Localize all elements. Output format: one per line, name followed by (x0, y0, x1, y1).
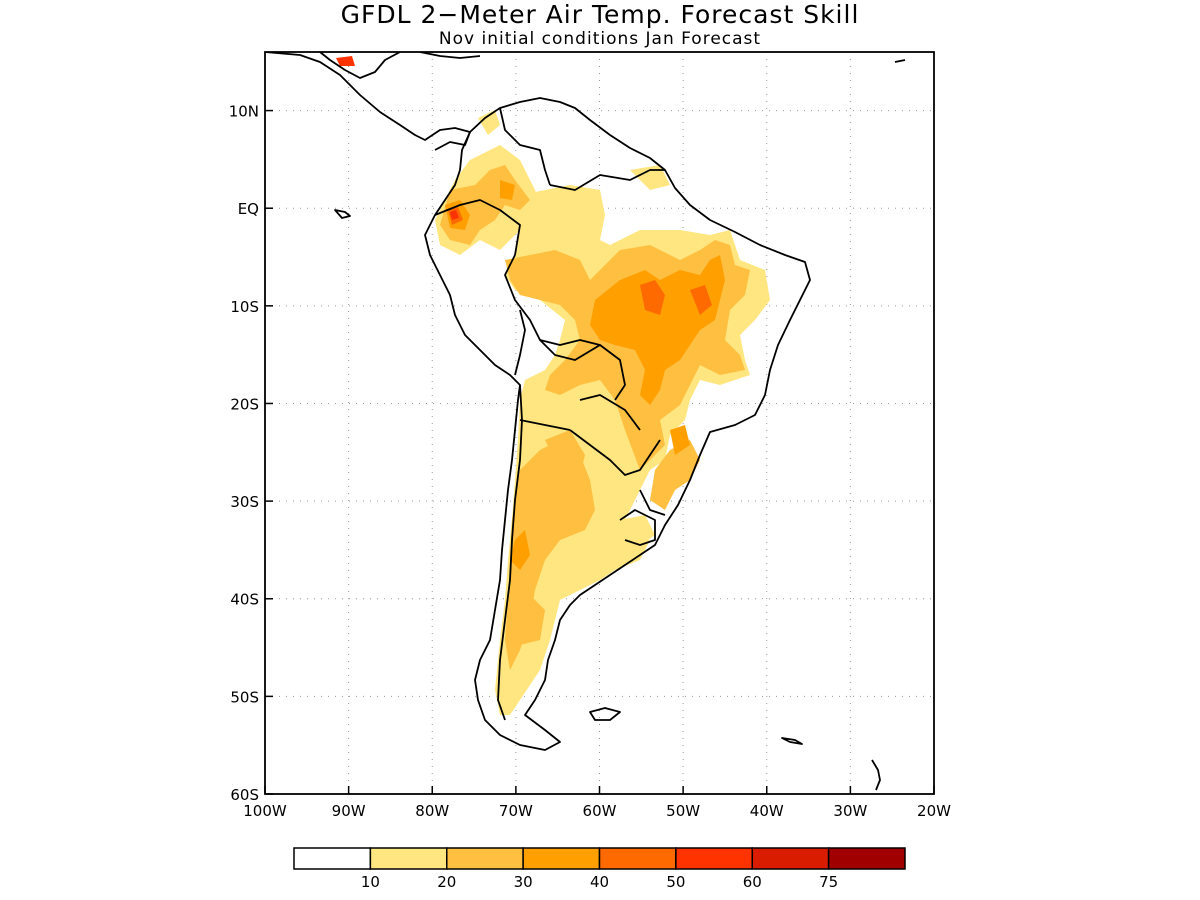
border-colombia-venezuela (499, 107, 551, 186)
border-paraguay-argentina (569, 429, 661, 476)
border-uruguay (619, 509, 656, 546)
legend-label: 20 (437, 873, 456, 891)
y-tick-label: 60S (230, 786, 259, 804)
legend-swatch (675, 847, 753, 870)
legend-swatch (751, 847, 830, 870)
x-tick-label: 100W (243, 802, 287, 820)
x-tick-label: 30W (833, 802, 867, 820)
legend-label: 75 (819, 873, 838, 891)
legend-label: 50 (666, 873, 685, 891)
legend-label: 30 (514, 873, 533, 891)
x-tick-label: 80W (415, 802, 449, 820)
south-georgia (781, 737, 803, 745)
border-peru-bolivia (514, 309, 526, 376)
border-chile-argentina (497, 384, 523, 721)
shade-patagonia (510, 595, 545, 645)
axis-ticks: 100W 90W 80W 70W 60W 50W 40W 30W 20W 10N EQ 10S 20S 3… (229, 103, 951, 820)
y-tick-label: 10S (230, 298, 259, 316)
map-subtitle: Nov initial conditions Jan Forecast (438, 29, 762, 49)
y-tick-label: 10N (229, 103, 259, 121)
y-tick-label: 30S (230, 493, 259, 511)
shade-uruguay (620, 515, 655, 545)
border-bolivia-brazil (539, 339, 626, 401)
x-tick-label: 50W (666, 802, 700, 820)
border-ecuador-colombia (434, 199, 521, 256)
shade-mexico-red (336, 56, 355, 66)
shade-brazil-hot2 (690, 285, 712, 315)
x-tick-label: 90W (332, 802, 366, 820)
shade-guiana (630, 165, 670, 190)
shade-brazil-hot1 (640, 280, 665, 315)
shade-arg-core (510, 530, 530, 570)
y-tick-label: 20S (230, 395, 259, 413)
border-argentina-brazil-uruguay (639, 489, 666, 516)
coastlines (265, 52, 906, 791)
legend-label: 40 (590, 873, 609, 891)
y-tick-label: 40S (230, 591, 259, 609)
atlantic-islands-ne (894, 59, 906, 63)
shade-ecuador-red (450, 210, 459, 220)
x-tick-label: 40W (750, 802, 784, 820)
legend-swatch (293, 847, 372, 870)
color-legend: 10 20 30 40 50 60 75 (293, 847, 906, 891)
shade-southern-brazil (650, 440, 700, 510)
skill-shading (336, 56, 770, 715)
south-america-coast (424, 97, 811, 751)
y-tick-label: 50S (230, 688, 259, 706)
legend-label: 60 (743, 873, 762, 891)
central-america-coast (265, 52, 471, 151)
shade-mid-arg (545, 430, 585, 475)
shade-colombia-core (500, 180, 515, 200)
legend-swatch (446, 847, 524, 870)
mexico-coast (319, 52, 401, 79)
legend-swatch (827, 847, 906, 870)
x-tick-label: 60W (583, 802, 617, 820)
border-bolivia-paraguay (579, 394, 641, 431)
border-peru-brazil (504, 254, 601, 346)
caribbean-islands (419, 52, 481, 59)
border-argentina-bolivia (519, 419, 571, 431)
border-venezuela-brazil (549, 169, 665, 191)
sandwich-islands (871, 759, 881, 791)
map-title: GFDL 2−Meter Air Temp. Forecast Skill (340, 0, 860, 29)
y-tick-label: EQ (238, 200, 259, 218)
shade-se-brazil (670, 425, 690, 455)
legend-label: 10 (361, 873, 380, 891)
falklands (589, 707, 621, 721)
shade-colombia-north (478, 110, 500, 135)
legend-swatch (369, 847, 448, 870)
legend-swatch (598, 847, 677, 870)
galapagos (334, 209, 351, 219)
legend-swatch (522, 847, 601, 870)
x-tick-label: 70W (499, 802, 533, 820)
x-tick-label: 20W (917, 802, 951, 820)
